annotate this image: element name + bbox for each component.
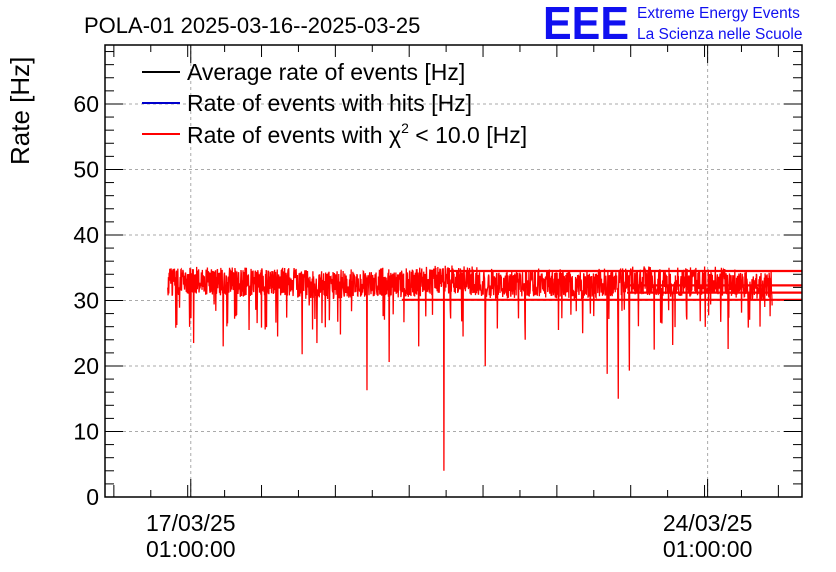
eee-logo-line2: La Scienza nelle Scuole bbox=[637, 26, 802, 43]
y-tick-label: 30 bbox=[73, 287, 99, 313]
y-tick-label: 60 bbox=[73, 91, 99, 117]
y-tick-label: 40 bbox=[73, 222, 99, 248]
eee-logo-mark: EEE bbox=[543, 0, 629, 49]
tick-layer bbox=[105, 45, 802, 498]
x-tick-label-time: 01:00:00 bbox=[663, 536, 753, 562]
legend-chi2-suffix: < 10.0 [Hz] bbox=[409, 122, 527, 148]
data-layer bbox=[167, 265, 802, 471]
series-chi2-line bbox=[167, 265, 773, 471]
y-tick-label: 50 bbox=[73, 156, 99, 182]
y-tick-label: 20 bbox=[73, 353, 99, 379]
legend-label-chi2: Rate of events with χ2 < 10.0 [Hz] bbox=[187, 120, 527, 148]
legend-chi2-symbol: χ bbox=[389, 122, 401, 148]
chart-title: POLA-01 2025-03-16--2025-03-25 bbox=[84, 13, 420, 38]
x-tick-label-date: 17/03/25 bbox=[146, 510, 236, 536]
y-tick-label: 0 bbox=[86, 484, 99, 510]
legend-label-hits: Rate of events with hits [Hz] bbox=[187, 90, 472, 116]
eee-logo: EEE Extreme Energy Events La Scienza nel… bbox=[543, 0, 802, 49]
plot-frame bbox=[104, 44, 803, 498]
eee-logo-line1: Extreme Energy Events bbox=[637, 5, 800, 22]
label-layer: 010203040506017/03/2501:00:0024/03/2501:… bbox=[73, 91, 752, 562]
y-tick-label: 10 bbox=[73, 418, 99, 444]
x-tick-label-time: 01:00:00 bbox=[146, 536, 236, 562]
legend: Average rate of events [Hz] Rate of even… bbox=[142, 59, 527, 148]
y-axis-label: Rate [Hz] bbox=[5, 57, 35, 165]
x-tick-label-date: 24/03/25 bbox=[663, 510, 753, 536]
legend-label-average: Average rate of events [Hz] bbox=[187, 59, 465, 85]
legend-chi2-sup: 2 bbox=[401, 120, 409, 136]
legend-chi2-prefix: Rate of events with bbox=[187, 122, 389, 148]
